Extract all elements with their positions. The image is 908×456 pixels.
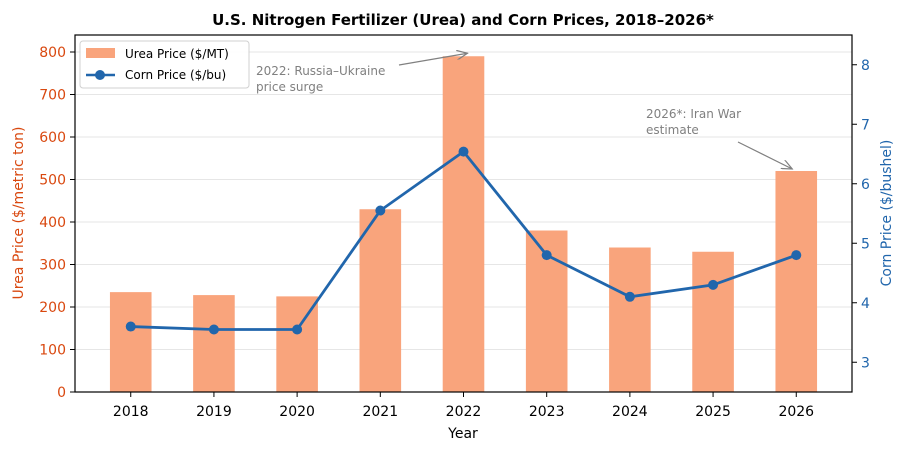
bar-2026	[775, 171, 818, 392]
annotation-arrow	[398, 53, 468, 66]
bar-2022	[442, 56, 485, 392]
bar-2024	[609, 247, 651, 392]
left-tick-label: 100	[39, 343, 66, 359]
x-tick-label: 2025	[695, 404, 731, 420]
right-axis-label: Corn Price ($/bushel)	[879, 140, 895, 287]
legend-box	[79, 40, 250, 89]
left-tick-label: 300	[39, 258, 66, 274]
corn-line	[125, 146, 802, 335]
annotations: 2022: Russia–Ukraine price surge 2026*: Ir…	[256, 53, 792, 169]
right-tick-label: 3	[861, 355, 870, 371]
right-tick-label: 6	[861, 177, 870, 193]
corn-point-2024	[624, 291, 635, 302]
left-tick-label: 700	[39, 88, 66, 104]
legend: Urea Price ($/MT) Corn Price ($/bu)	[79, 40, 250, 89]
x-tick-label: 2024	[612, 404, 648, 420]
axes: 0 100 200 300 400 500 600 700 800 3 4 5 6 7 8 2018 2019 2…	[39, 34, 870, 420]
corn-point-2025	[708, 279, 719, 290]
left-axis-label: Urea Price ($/metric ton)	[11, 127, 27, 300]
x-tick-label: 2021	[362, 404, 398, 420]
right-tick-label: 5	[861, 236, 870, 252]
left-tick-label: 200	[39, 300, 66, 316]
annotation-arrow	[737, 141, 792, 169]
corn-point-2022	[458, 146, 469, 157]
corn-point-2021	[375, 205, 386, 216]
left-tick-label: 0	[57, 385, 66, 401]
chart-title: U.S. Nitrogen Fertilizer (Urea) and Corn…	[212, 11, 714, 29]
corn-point-2020	[292, 324, 303, 335]
x-tick-label: 2019	[196, 404, 232, 420]
x-tick-label: 2026	[778, 404, 814, 420]
left-tick-label: 800	[39, 45, 66, 61]
bar-2018	[109, 292, 152, 392]
bars	[109, 56, 818, 392]
left-tick-label: 400	[39, 215, 66, 231]
corn-point-2018	[125, 321, 136, 332]
legend-bar-swatch	[86, 48, 115, 58]
plot-frame	[74, 34, 853, 393]
x-tick-label: 2023	[529, 404, 565, 420]
legend-corn: Corn Price ($/bu)	[125, 68, 226, 82]
left-tick-label: 500	[39, 173, 66, 189]
corn-point-2026	[791, 250, 802, 261]
corn-point-2023	[541, 250, 552, 261]
legend-urea: Urea Price ($/MT)	[125, 47, 229, 61]
right-tick-label: 7	[861, 117, 870, 133]
bar-2025	[692, 251, 734, 392]
right-tick-label: 4	[861, 296, 870, 312]
x-tick-label: 2018	[113, 404, 149, 420]
bar-2019	[193, 295, 235, 392]
annotation-text: 2022: Russia–Ukraine	[256, 64, 385, 78]
x-tick-label: 2020	[279, 404, 315, 420]
right-tick-label: 8	[861, 58, 870, 74]
x-axis-label: Year	[447, 426, 478, 442]
legend-marker	[95, 70, 105, 80]
corn-point-2019	[208, 324, 219, 335]
annotation-text: price surge	[256, 80, 323, 94]
left-tick-label: 600	[39, 130, 66, 146]
bar-2020	[276, 296, 318, 392]
annotation-text: 2026*: Iran War	[646, 107, 741, 121]
bar-2021	[359, 209, 402, 392]
x-tick-label: 2022	[446, 404, 482, 420]
annotation-text: estimate	[646, 123, 699, 137]
